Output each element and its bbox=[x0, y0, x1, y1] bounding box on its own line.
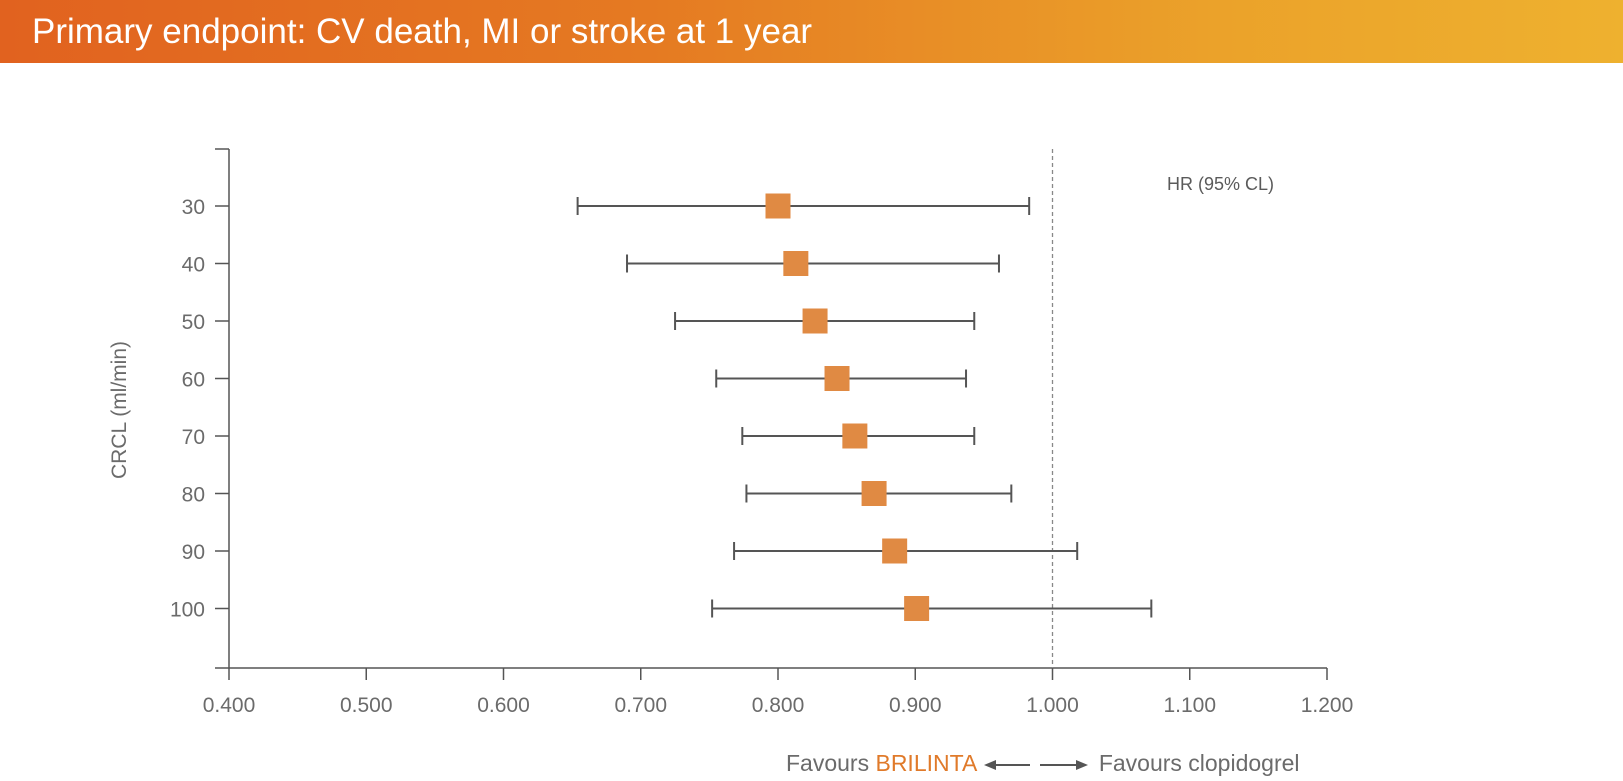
favours-left-brand: BRILINTA bbox=[875, 750, 977, 776]
y-tick-label: 60 bbox=[182, 369, 205, 392]
hr-point-marker bbox=[765, 193, 791, 219]
x-tick-label: 0.800 bbox=[752, 694, 805, 717]
x-tick-label: 0.900 bbox=[889, 694, 942, 717]
forest-plot: 0.400 0.500 0.600 0.700 0.800 0.900 1.000 1.100… bbox=[108, 148, 1354, 717]
plot-rows: 30 40 50 60 70 80 90 100 bbox=[170, 193, 1153, 622]
y-tick-label: 70 bbox=[182, 426, 205, 449]
y-tick-label: 30 bbox=[182, 196, 205, 219]
page-title: Primary endpoint: CV death, MI or stroke… bbox=[32, 12, 813, 51]
double-arrow-icon bbox=[984, 759, 1089, 770]
hr-point-marker bbox=[904, 596, 930, 621]
x-tick-label: 0.700 bbox=[614, 694, 667, 717]
hr-point-marker bbox=[842, 423, 868, 449]
favours-legend: Favours BRILINTA Favours clopidogrel bbox=[786, 748, 1300, 778]
y-tick-label: 40 bbox=[182, 254, 205, 277]
x-tick-label: 1.200 bbox=[1301, 694, 1354, 717]
favours-right-label: Favours clopidogrel bbox=[1098, 750, 1300, 776]
hr-point-marker bbox=[824, 366, 850, 391]
hr-point-marker bbox=[783, 251, 809, 276]
x-tick-label: 0.500 bbox=[340, 694, 393, 717]
plot-axes: 0.400 0.500 0.600 0.700 0.800 0.900 1.000 1.100… bbox=[203, 148, 1354, 717]
favours-left-prefix: Favours bbox=[786, 750, 870, 776]
x-tick-label: 0.400 bbox=[203, 694, 256, 717]
hr-point-marker bbox=[882, 538, 908, 564]
hr-column-label: HR (95% CL) bbox=[1167, 174, 1274, 194]
y-tick-label: 100 bbox=[170, 599, 205, 622]
x-tick-label: 1.000 bbox=[1026, 694, 1079, 717]
hr-point-marker bbox=[861, 481, 887, 506]
title-banner: Primary endpoint: CV death, MI or stroke… bbox=[0, 0, 1623, 63]
y-tick-label: 80 bbox=[182, 484, 205, 507]
hr-point-marker bbox=[802, 308, 828, 334]
x-tick-label: 1.100 bbox=[1163, 694, 1216, 717]
y-tick-label: 50 bbox=[182, 311, 205, 334]
y-axis-label: CRCL (ml/min) bbox=[108, 341, 131, 479]
x-tick-label: 0.600 bbox=[477, 694, 530, 717]
y-tick-label: 90 bbox=[182, 541, 205, 564]
